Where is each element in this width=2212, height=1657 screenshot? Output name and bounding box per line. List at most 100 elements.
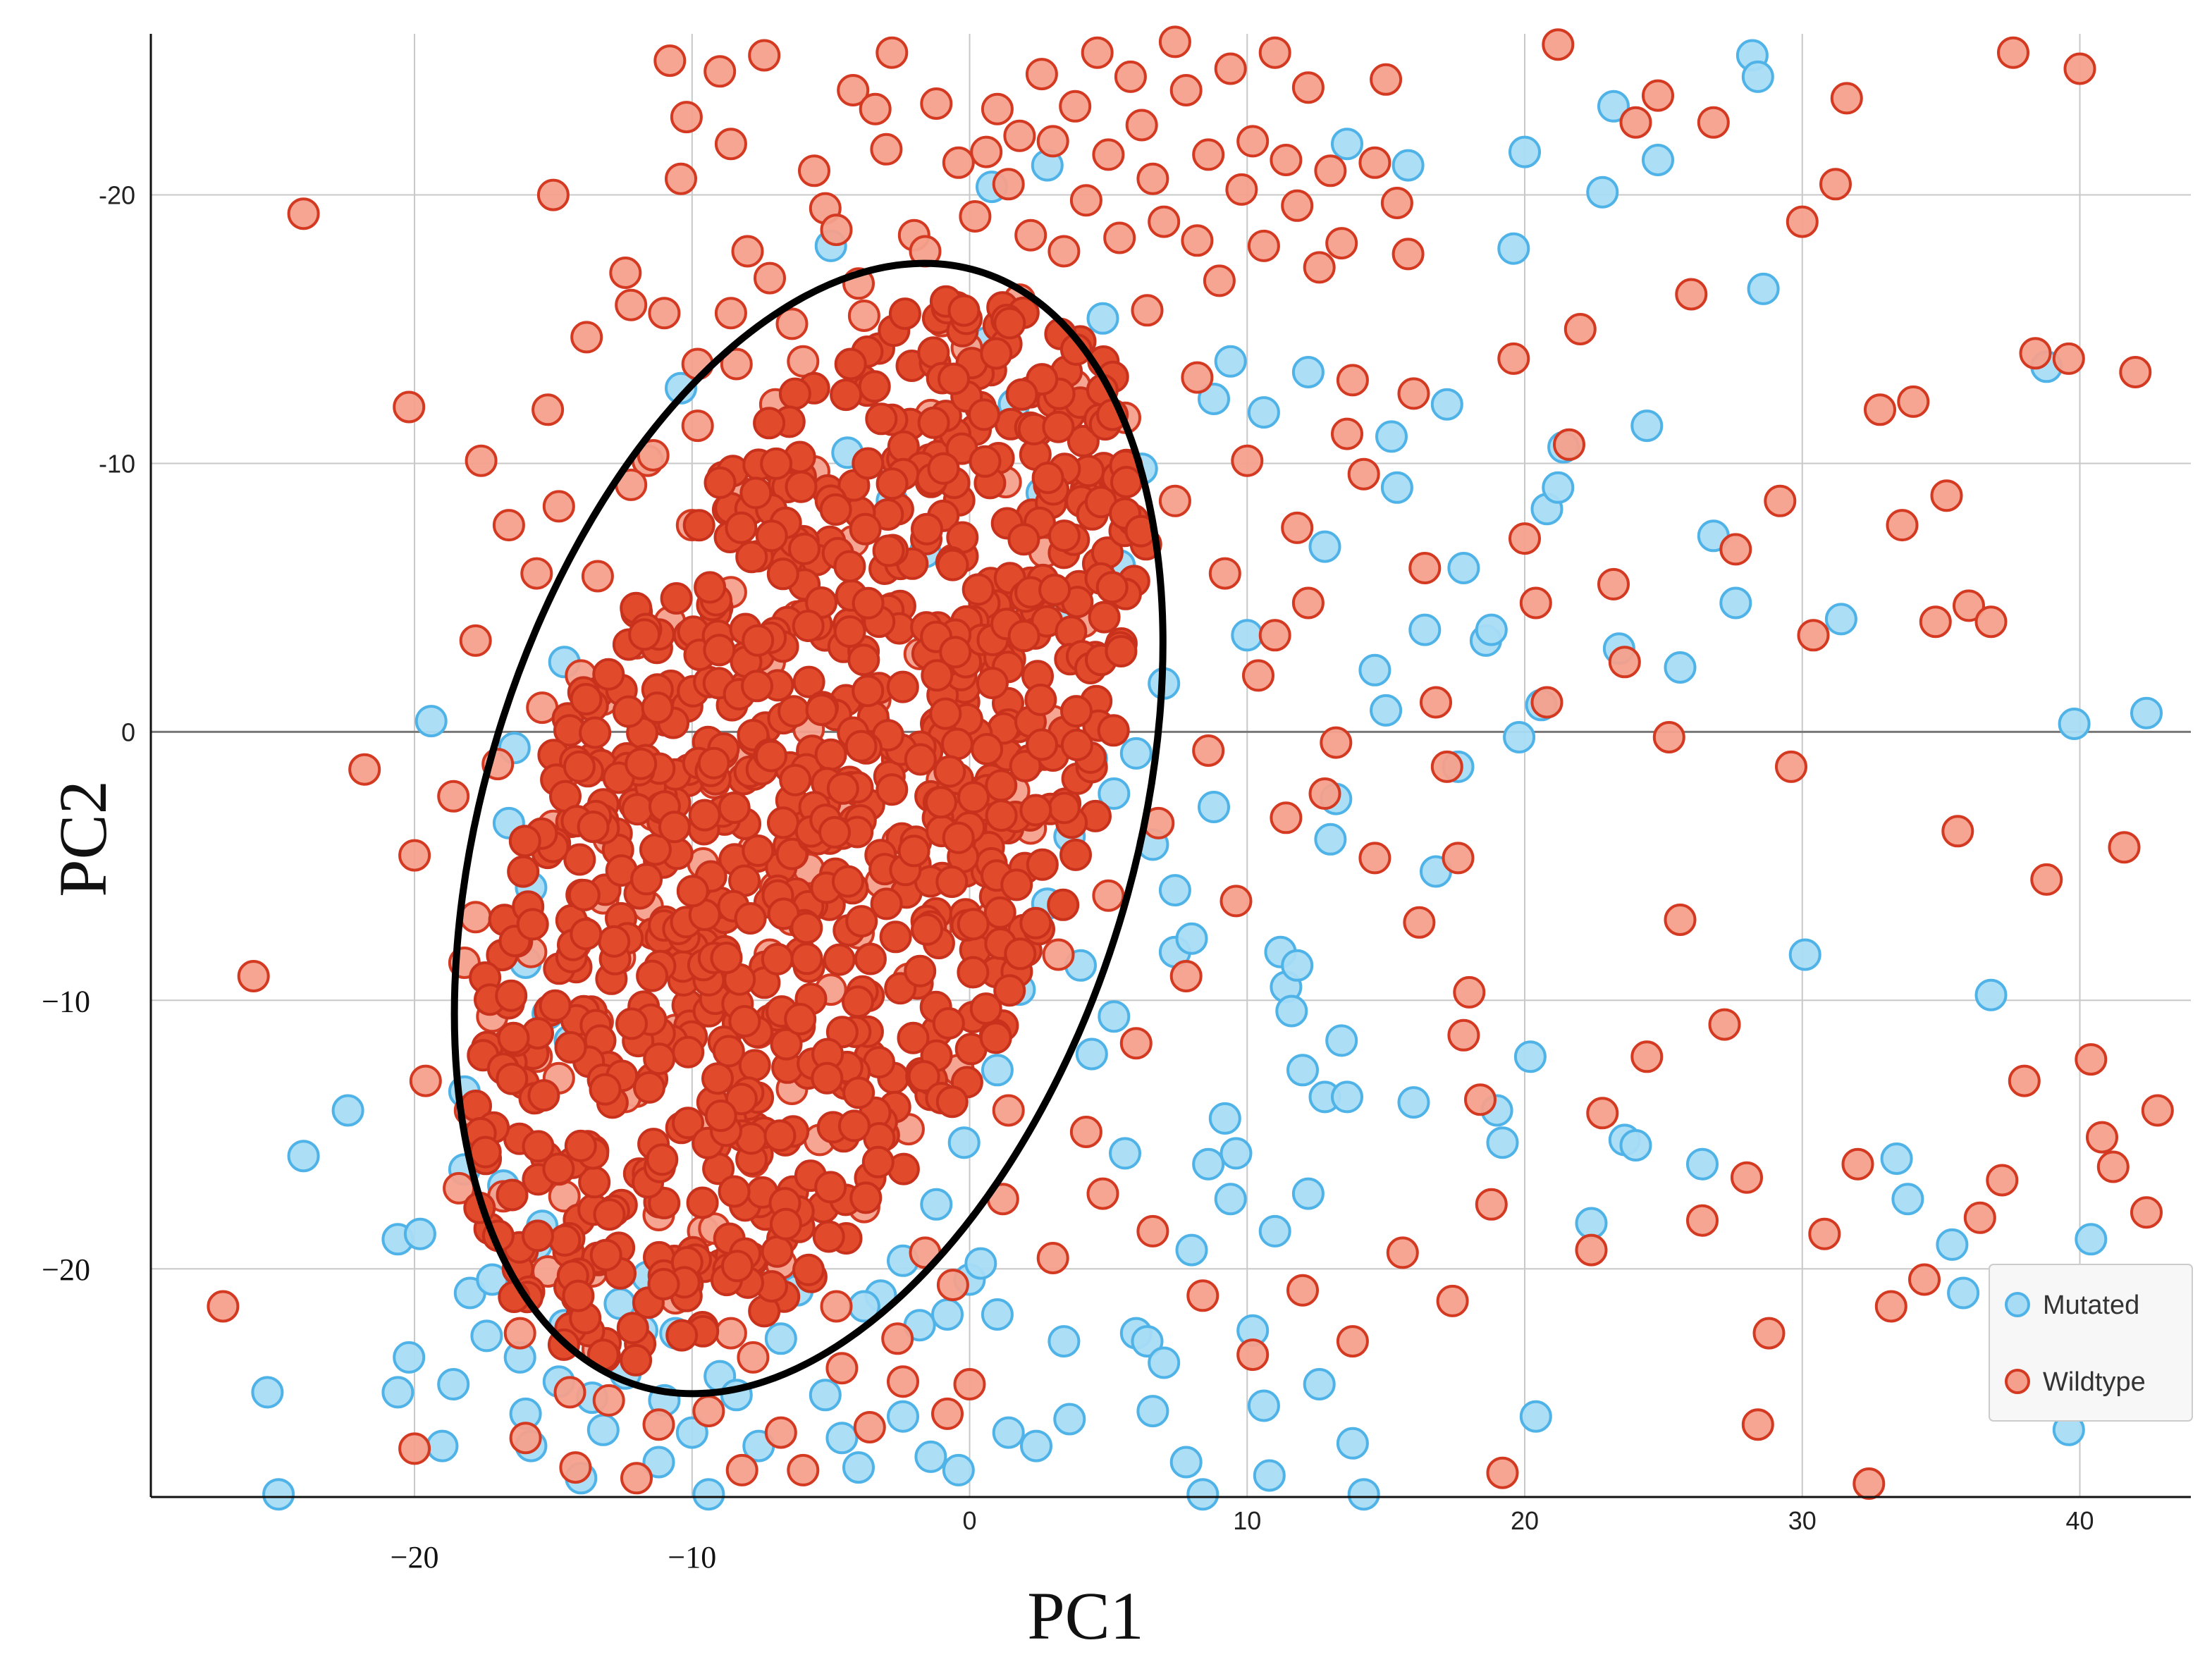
point-wildtype (859, 92, 892, 125)
point-wildtype (2052, 342, 2085, 375)
point-mutated (1198, 791, 1230, 823)
point-wildtype (1270, 144, 1303, 176)
point-wildtype (459, 624, 492, 657)
point-wildtype (767, 806, 799, 839)
point-wildtype (927, 452, 960, 485)
point-wildtype (725, 1453, 758, 1486)
point-wildtype (925, 786, 957, 819)
point-wildtype (938, 362, 970, 395)
point-wildtype (814, 738, 847, 771)
cluster-ellipse (450, 259, 1167, 1398)
point-wildtype (1092, 138, 1125, 171)
point-mutated (1747, 272, 1780, 305)
point-wildtype (775, 307, 809, 340)
point-mutated (1148, 1346, 1181, 1379)
point-wildtype (496, 1062, 529, 1095)
point-wildtype (1874, 1290, 1907, 1323)
point-wildtype (633, 1071, 665, 1104)
point-wildtype (646, 1143, 679, 1176)
point-wildtype (1941, 815, 1974, 848)
point-wildtype (725, 511, 758, 544)
point-wildtype (548, 1224, 582, 1257)
point-wildtype (921, 659, 954, 692)
point-wildtype (692, 1395, 725, 1428)
point-mutated (1509, 135, 1541, 168)
point-wildtype (628, 618, 661, 651)
point-mutated (1303, 1368, 1336, 1400)
point-wildtype (1553, 428, 1585, 461)
point-wildtype (993, 974, 1026, 1007)
point-mutated (1119, 737, 1153, 770)
point-wildtype (1619, 106, 1652, 139)
point-wildtype (710, 942, 743, 974)
point-wildtype (735, 541, 768, 574)
point-wildtype (697, 746, 730, 780)
point-wildtype (1060, 695, 1093, 728)
point-wildtype (643, 1042, 676, 1076)
point-mutated (1370, 694, 1403, 727)
point-wildtype (1026, 848, 1059, 881)
point-mutated (1231, 619, 1264, 652)
point-mutated (1391, 149, 1425, 182)
point-wildtype (1686, 1204, 1719, 1237)
point-wildtype (1642, 79, 1674, 112)
point-wildtype (1403, 906, 1436, 939)
point-wildtype (1007, 523, 1040, 556)
legend-label-wildtype: Wildtype (2043, 1367, 2146, 1397)
point-wildtype (1752, 1317, 1786, 1350)
point-mutated (381, 1376, 414, 1409)
point-mutated (1208, 1102, 1241, 1135)
point-wildtype (1009, 750, 1042, 782)
point-wildtype (725, 1083, 758, 1116)
point-wildtype (1397, 377, 1430, 410)
point-wildtype (1047, 791, 1081, 825)
point-wildtype (870, 133, 903, 166)
point-wildtype (1563, 313, 1597, 345)
point-wildtype (792, 610, 825, 642)
point-mutated (1519, 1400, 1552, 1433)
point-wildtype (1764, 484, 1797, 517)
point-wildtype (641, 691, 674, 725)
y-tick-label-outer: −10 (42, 984, 90, 1018)
point-wildtype (849, 512, 882, 546)
point-wildtype (790, 942, 823, 975)
point-wildtype (570, 321, 603, 354)
point-wildtype (778, 695, 811, 728)
point-wildtype (465, 444, 498, 477)
point-wildtype (819, 493, 852, 526)
point-wildtype (1420, 686, 1452, 719)
annotations (450, 259, 1167, 1398)
y-tick-label-outer: −20 (42, 1252, 90, 1287)
point-wildtype (854, 942, 887, 975)
point-wildtype (1192, 138, 1225, 171)
point-wildtype (957, 908, 990, 941)
point-mutated (887, 1400, 919, 1433)
point-wildtype (701, 1062, 734, 1095)
point-wildtype (1031, 462, 1064, 494)
point-wildtype (2008, 1064, 2041, 1097)
point-mutated (393, 1341, 426, 1374)
tick-labels: 0 10 20 30 40 −20 −10 0 -10 -20 −10 −20 (42, 181, 2094, 1575)
point-wildtype (562, 1279, 595, 1312)
point-wildtype (767, 897, 800, 930)
point-wildtype (969, 445, 1002, 478)
point-wildtype (790, 911, 823, 944)
point-wildtype (969, 992, 1002, 1025)
point-wildtype (1158, 25, 1191, 58)
point-wildtype (1303, 251, 1336, 284)
point-mutated (931, 1298, 964, 1331)
point-mutated (981, 1054, 1014, 1087)
point-wildtype (581, 560, 614, 593)
point-mutated (1630, 409, 1664, 443)
point-wildtype (911, 913, 943, 946)
point-wildtype (1281, 189, 1314, 222)
point-wildtype (1719, 533, 1752, 566)
point-wildtype (753, 407, 786, 440)
x-tick-label: 40 (2065, 1506, 2094, 1535)
point-wildtype (621, 793, 654, 826)
point-mutated (675, 1416, 708, 1449)
point-wildtype (1486, 1456, 1519, 1489)
point-wildtype (1169, 74, 1203, 106)
point-wildtype (1042, 938, 1075, 971)
point-mutated (1198, 383, 1230, 415)
